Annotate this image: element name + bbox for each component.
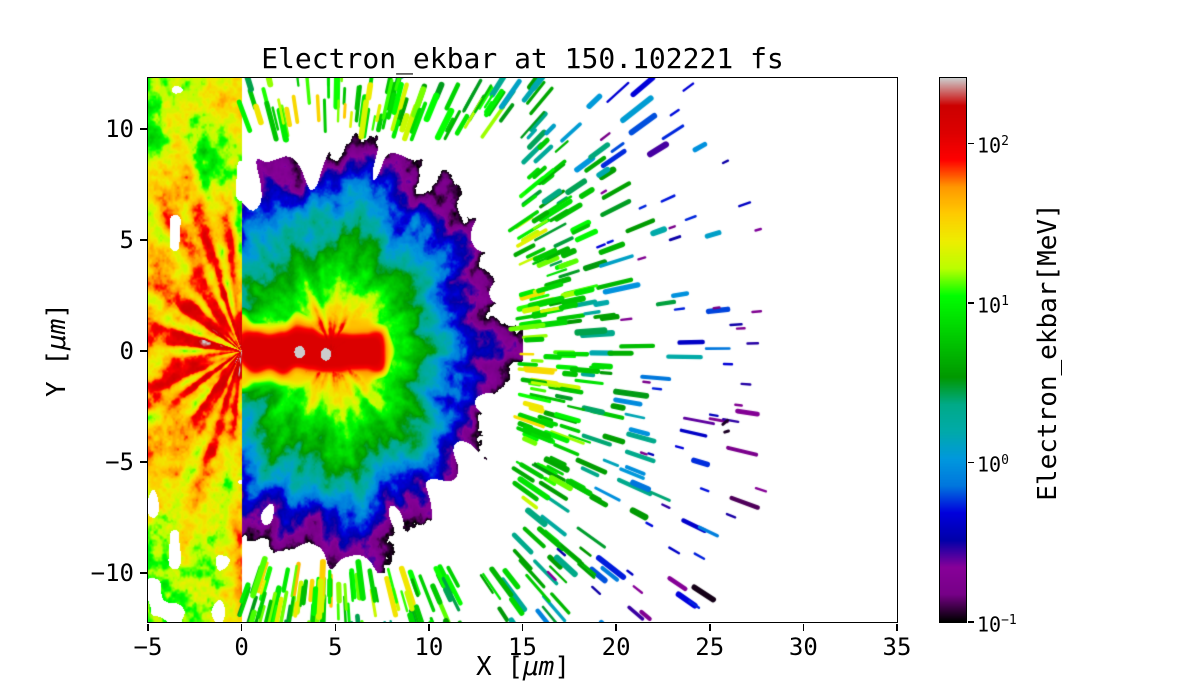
colorbar-gradient [940, 78, 966, 622]
colorbar-tick-mark [967, 142, 974, 145]
colorbar-tick-mark [967, 461, 974, 464]
plot-frame [147, 77, 898, 623]
colorbar-tick-label: 100 [977, 453, 1009, 478]
x-tick-label: −5 [133, 633, 163, 661]
x-tick-label: 15 [508, 633, 537, 661]
x-tick-label: 5 [328, 633, 343, 661]
x-tick-mark [147, 623, 149, 631]
y-tick-label: −5 [105, 448, 134, 477]
colorbar-tick-mark [967, 302, 974, 304]
y-tick-label: 0 [119, 337, 134, 366]
x-tick-mark [802, 623, 805, 631]
colorbar-frame [939, 77, 967, 623]
y-tick-label: −10 [90, 559, 134, 588]
chart-title: Electron_ekbar at 150.102221 fs [261, 42, 784, 75]
colorbar-tick-label: 10−1 [977, 612, 1017, 637]
x-tick-mark [334, 623, 336, 631]
x-tick-label: 30 [788, 633, 818, 661]
x-tick-mark [521, 623, 524, 631]
x-tick-label: 0 [234, 633, 249, 661]
colorbar-tick-mark [967, 621, 974, 623]
colorbar-label: Electron_ekbar[MeV] [1033, 203, 1063, 501]
y-tick-mark [139, 572, 147, 574]
x-tick-mark [240, 623, 243, 631]
x-tick-label: 25 [695, 633, 725, 661]
x-tick-label: 10 [414, 633, 444, 661]
colorbar-tick-label: 101 [977, 293, 1009, 318]
colorbar-tick-label: 102 [977, 134, 1009, 159]
x-tick-mark [428, 623, 430, 631]
x-tick-mark [896, 623, 898, 631]
y-tick-mark [139, 350, 147, 352]
y-tick-mark [139, 239, 147, 241]
x-axis-label: X [μm] [476, 652, 570, 682]
x-tick-label: 35 [882, 633, 912, 661]
heatmap-canvas [148, 78, 897, 622]
y-tick-mark [139, 128, 147, 130]
y-tick-mark [139, 461, 147, 463]
y-tick-label: 5 [119, 226, 134, 255]
x-tick-label: 20 [601, 633, 631, 661]
x-tick-mark [615, 623, 617, 631]
x-tick-mark [709, 623, 711, 631]
y-tick-label: 10 [105, 115, 134, 144]
